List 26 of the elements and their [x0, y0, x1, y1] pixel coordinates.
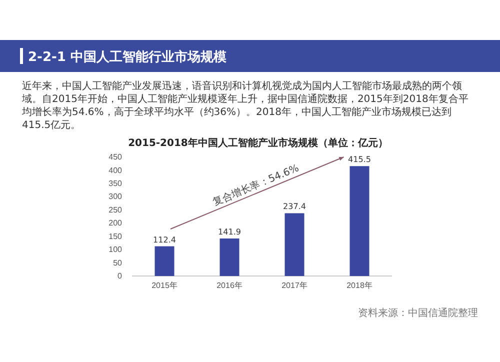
y-tick-label: 50 [113, 258, 123, 268]
x-tick-label: 2016年 [216, 280, 242, 290]
y-tick-label: 400 [108, 166, 123, 175]
data-label: 141.9 [218, 227, 241, 236]
bar [220, 238, 240, 276]
y-tick-label: 200 [108, 218, 123, 228]
chart-title: 2015-2018年中国人工智能产业市场规模（单位：亿元） [128, 137, 388, 149]
y-tick-label: 100 [108, 245, 123, 254]
text: 2-2-1 中国人工智能行业市场规模 [28, 49, 226, 65]
bar [284, 213, 304, 276]
y-tick-label: 350 [108, 179, 123, 188]
y-tick-label: 0 [118, 272, 123, 281]
data-label: 415.5 [348, 155, 371, 164]
y-tick-label: 250 [108, 205, 123, 214]
y-tick-label: 150 [108, 232, 123, 241]
bar [154, 246, 174, 276]
text: 资料来源：中国信通院整理 [358, 307, 478, 319]
y-tick-label: 450 [108, 152, 123, 162]
x-tick-label: 2018年 [346, 280, 372, 290]
bar [350, 166, 370, 276]
x-tick-label: 2017年 [282, 280, 308, 290]
y-tick-label: 300 [108, 192, 123, 202]
x-tick-label: 2015年 [152, 280, 178, 290]
data-label: 237.4 [283, 202, 306, 212]
data-label: 112.4 [153, 235, 176, 244]
text: 近年来，中国人工智能产业发展迅速，语音识别和计算机视觉成为国内人工智能市场最成熟的两个领域。自2015年开始，中国人工智能产业规模逐年上升，据中国信通院数据，2015年到2018年复合平均增长率为54.6%，高于全球平均水平（约36%）。2018年，中国人工智能产业市场规模已达到415.5亿元。 [22, 80, 470, 132]
